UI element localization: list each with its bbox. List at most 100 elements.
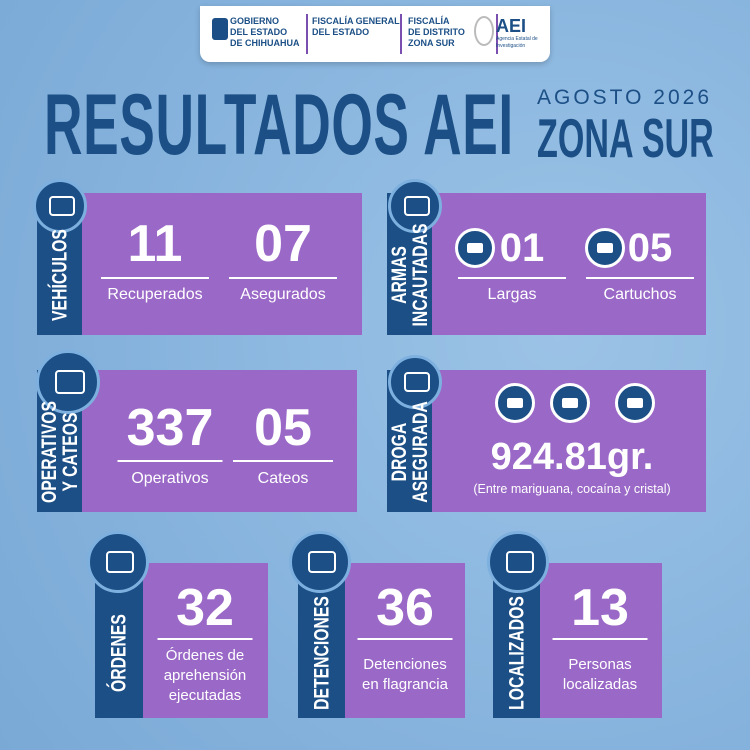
panel-icon (487, 531, 549, 593)
title: RESULTADOS AEI (44, 77, 514, 173)
panel-icon (388, 179, 442, 233)
stat-label: en flagrancia (362, 676, 448, 693)
icon-glyph (467, 243, 483, 253)
logo-divider (306, 14, 308, 54)
month: AGOSTO 2026 (537, 86, 713, 109)
stat-icon (615, 383, 655, 423)
panel-icon (36, 350, 100, 414)
panel-icon (289, 531, 351, 593)
logo-text: FISCALÍA GENERAL (312, 16, 400, 26)
stat-value: 36 (376, 579, 434, 637)
stat-label: Recuperados (107, 286, 203, 303)
stat-label: Cateos (257, 470, 309, 487)
stat-value: 05 (254, 399, 312, 457)
logo: FISCALÍA DE DISTRITO ZONA SUR (408, 16, 465, 49)
panel-label: VEHÍCULOS (48, 229, 71, 322)
stat-value: 11 (127, 215, 183, 273)
logo-text: ZONA SUR (408, 38, 455, 48)
panel-label: DROGA ASEGURADA (387, 401, 432, 504)
logo-text: FISCALÍA (408, 16, 450, 26)
icon-glyph (404, 196, 430, 217)
logo-emblem (474, 16, 494, 46)
panel-label: OPERATIVOS Y CATEOS (37, 401, 82, 504)
stat-label: (Entre mariguana, cocaína y cristal) (473, 482, 671, 496)
panel-label-line: VEHÍCULOS (48, 229, 71, 322)
icon-glyph (49, 196, 75, 217)
stat-underline (117, 460, 223, 462)
stat-icon (550, 383, 590, 423)
panel-label: ARMAS INCAUTADAS (387, 224, 432, 327)
icon-glyph (105, 550, 135, 574)
panel-box (143, 563, 268, 718)
logo-text: GOBIERNO (230, 16, 280, 26)
stat-value: 07 (254, 215, 312, 273)
panel-label-line: ASEGURADA (408, 401, 432, 504)
logo-divider (496, 14, 498, 54)
panel-label-line: ÓRDENES (107, 613, 131, 692)
icon-glyph (505, 550, 535, 574)
stat-underline (458, 277, 566, 279)
logo-text: AEI (496, 16, 527, 36)
stat-underline (357, 638, 453, 640)
icon-glyph (562, 398, 578, 408)
logo: GOBIERNO DEL ESTADO DE CHIHUAHUA (230, 16, 300, 49)
panel-box (82, 370, 357, 512)
panel-icon (388, 355, 442, 409)
icon-glyph (597, 243, 613, 253)
stat-label: Largas (487, 286, 537, 303)
stat-value: 01 (499, 226, 545, 270)
panel-label-line: ARMAS (387, 246, 411, 305)
stat-value: 924.81gr. (490, 436, 654, 478)
logo-text: DEL ESTADO (230, 27, 288, 37)
panel-icon (87, 531, 149, 593)
stat-value: 05 (627, 226, 673, 270)
stat-underline (229, 277, 337, 279)
stat-label: Detenciones (363, 656, 447, 673)
header-bar: GOBIERNO DEL ESTADO DE CHIHUAHUA FISCALÍA G… (200, 6, 550, 62)
stat-value: 32 (176, 579, 234, 637)
stat-icon (495, 383, 535, 423)
icon-glyph (627, 398, 643, 408)
stat-label: aprehensión (163, 667, 247, 684)
logo-emblem (212, 18, 228, 40)
zone: ZONA SUR (537, 107, 714, 169)
icon-glyph (404, 372, 430, 393)
panel-box (540, 563, 662, 718)
stat-label: Personas (568, 656, 632, 673)
panel-box (82, 193, 362, 335)
panel-label-line: DROGA (387, 423, 411, 482)
stat-underline (233, 460, 333, 462)
stat-label: Asegurados (240, 286, 326, 303)
stat-icon (455, 228, 495, 268)
panel-label: ÓRDENES (107, 613, 131, 692)
stat-label: Cartuchos (603, 286, 677, 303)
logo-text: Agencia Estatal de Investigación (496, 36, 538, 49)
stat-value: 13 (571, 579, 629, 637)
stat-label: Operativos (131, 470, 209, 487)
stat-label: localizadas (562, 676, 638, 693)
icon-glyph (55, 370, 85, 394)
stat-label: ejecutadas (168, 687, 242, 704)
logo-divider (400, 14, 402, 54)
stat-underline (586, 277, 694, 279)
icon-glyph (507, 398, 523, 408)
panel-label-line: OPERATIVOS (37, 401, 61, 504)
logo-text: DEL ESTADO (312, 27, 370, 37)
stat-underline (101, 277, 209, 279)
panel-label: DETENCIONES (310, 596, 333, 710)
panel-label: LOCALIZADOS (505, 596, 528, 710)
icon-glyph (307, 550, 337, 574)
panel-label-line: Y CATEOS (58, 412, 82, 492)
stat-underline (157, 638, 253, 640)
stat-label: Órdenes de (165, 647, 245, 664)
panel-label-line: LOCALIZADOS (505, 596, 528, 710)
logo-text: DE DISTRITO (408, 27, 465, 37)
panel-box (345, 563, 465, 718)
panel-label-line: DETENCIONES (310, 596, 333, 710)
stat-icon (585, 228, 625, 268)
stat-underline (552, 638, 648, 640)
stat-value: 337 (126, 399, 214, 457)
panel-icon (33, 179, 87, 233)
logo: FISCALÍA GENERAL DEL ESTADO (312, 16, 400, 38)
